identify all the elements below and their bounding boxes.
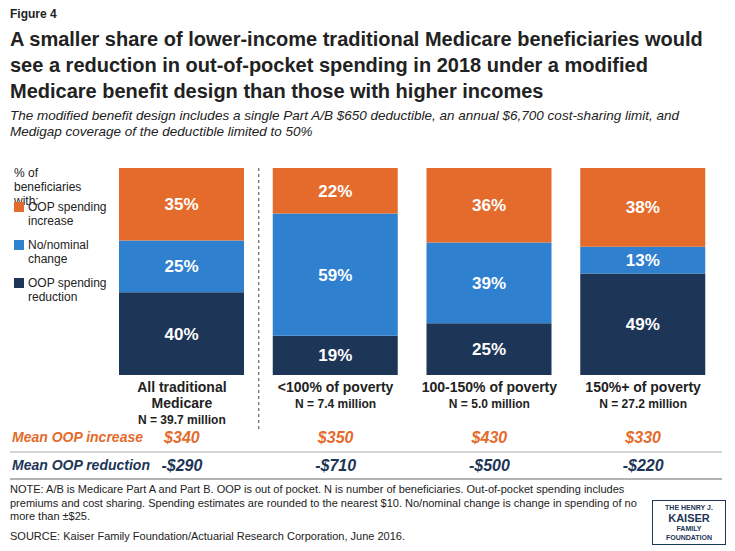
html-text:The modified benefit design in: The modified benefit design includes a s… — [10, 108, 679, 139]
svg-text:-$500: -$500 — [469, 457, 510, 474]
html-text:THE HENRY J.: THE HENRY J. — [665, 504, 713, 511]
html-text:OOP spending increase: OOP spending increase — [28, 200, 107, 228]
svg-text:100-150% of poverty: 100-150% of poverty — [422, 379, 558, 395]
svg-text:38%: 38% — [626, 198, 660, 217]
svg-text:-$220: -$220 — [623, 457, 664, 474]
svg-text:40%: 40% — [164, 325, 198, 344]
svg-text:25%: 25% — [472, 340, 506, 359]
svg-text:22%: 22% — [318, 182, 352, 201]
html-text:No/nominal change: No/nominal change — [28, 238, 89, 266]
svg-text:13%: 13% — [626, 251, 660, 270]
svg-text:25%: 25% — [164, 257, 198, 276]
html-text:NOTE: A/B is Medicare Part A a: NOTE: A/B is Medicare Part A and Part B.… — [10, 483, 637, 522]
svg-text:N = 7.4 million: N = 7.4 million — [295, 397, 376, 411]
svg-text:$350: $350 — [317, 429, 354, 446]
svg-text:$330: $330 — [624, 429, 661, 446]
svg-text:19%: 19% — [318, 346, 352, 365]
html-text:Figure 4: Figure 4 — [10, 7, 57, 21]
html-text:Mean OOP increase: Mean OOP increase — [12, 429, 143, 445]
svg-text:N = 5.0 million: N = 5.0 million — [449, 397, 530, 411]
svg-text:$340: $340 — [163, 429, 200, 446]
html-text:OOP spending reduction: OOP spending reduction — [28, 276, 107, 304]
html-text:A smaller share of lower-incom: A smaller share of lower-income traditio… — [10, 28, 703, 102]
html-text:KAISER: KAISER — [668, 512, 710, 524]
svg-text:-$710: -$710 — [315, 457, 356, 474]
html-text:FOUNDATION: FOUNDATION — [665, 534, 713, 541]
svg-text:150%+ of poverty: 150%+ of poverty — [585, 379, 701, 395]
svg-text:36%: 36% — [472, 196, 506, 215]
svg-text:<100% of poverty: <100% of poverty — [278, 379, 394, 395]
html-text:Mean OOP reduction: Mean OOP reduction — [12, 457, 150, 473]
svg-text:39%: 39% — [472, 274, 506, 293]
html-text:SOURCE: Kaiser Family Foundati: SOURCE: Kaiser Family Foundation/Actuari… — [10, 530, 405, 542]
svg-text:59%: 59% — [318, 266, 352, 285]
html-text:% of beneficiaries with:: % of beneficiaries with: — [14, 166, 82, 208]
svg-text:49%: 49% — [626, 315, 660, 334]
svg-text:-$290: -$290 — [161, 457, 202, 474]
svg-text:All traditional: All traditional — [137, 379, 226, 395]
svg-text:$430: $430 — [471, 429, 508, 446]
html-text:FAMILY: FAMILY — [676, 525, 702, 532]
svg-text:N = 39.7 million: N = 39.7 million — [138, 413, 226, 427]
svg-text:Medicare: Medicare — [152, 395, 213, 411]
svg-text:N = 27.2 million: N = 27.2 million — [599, 397, 687, 411]
svg-text:35%: 35% — [164, 195, 198, 214]
